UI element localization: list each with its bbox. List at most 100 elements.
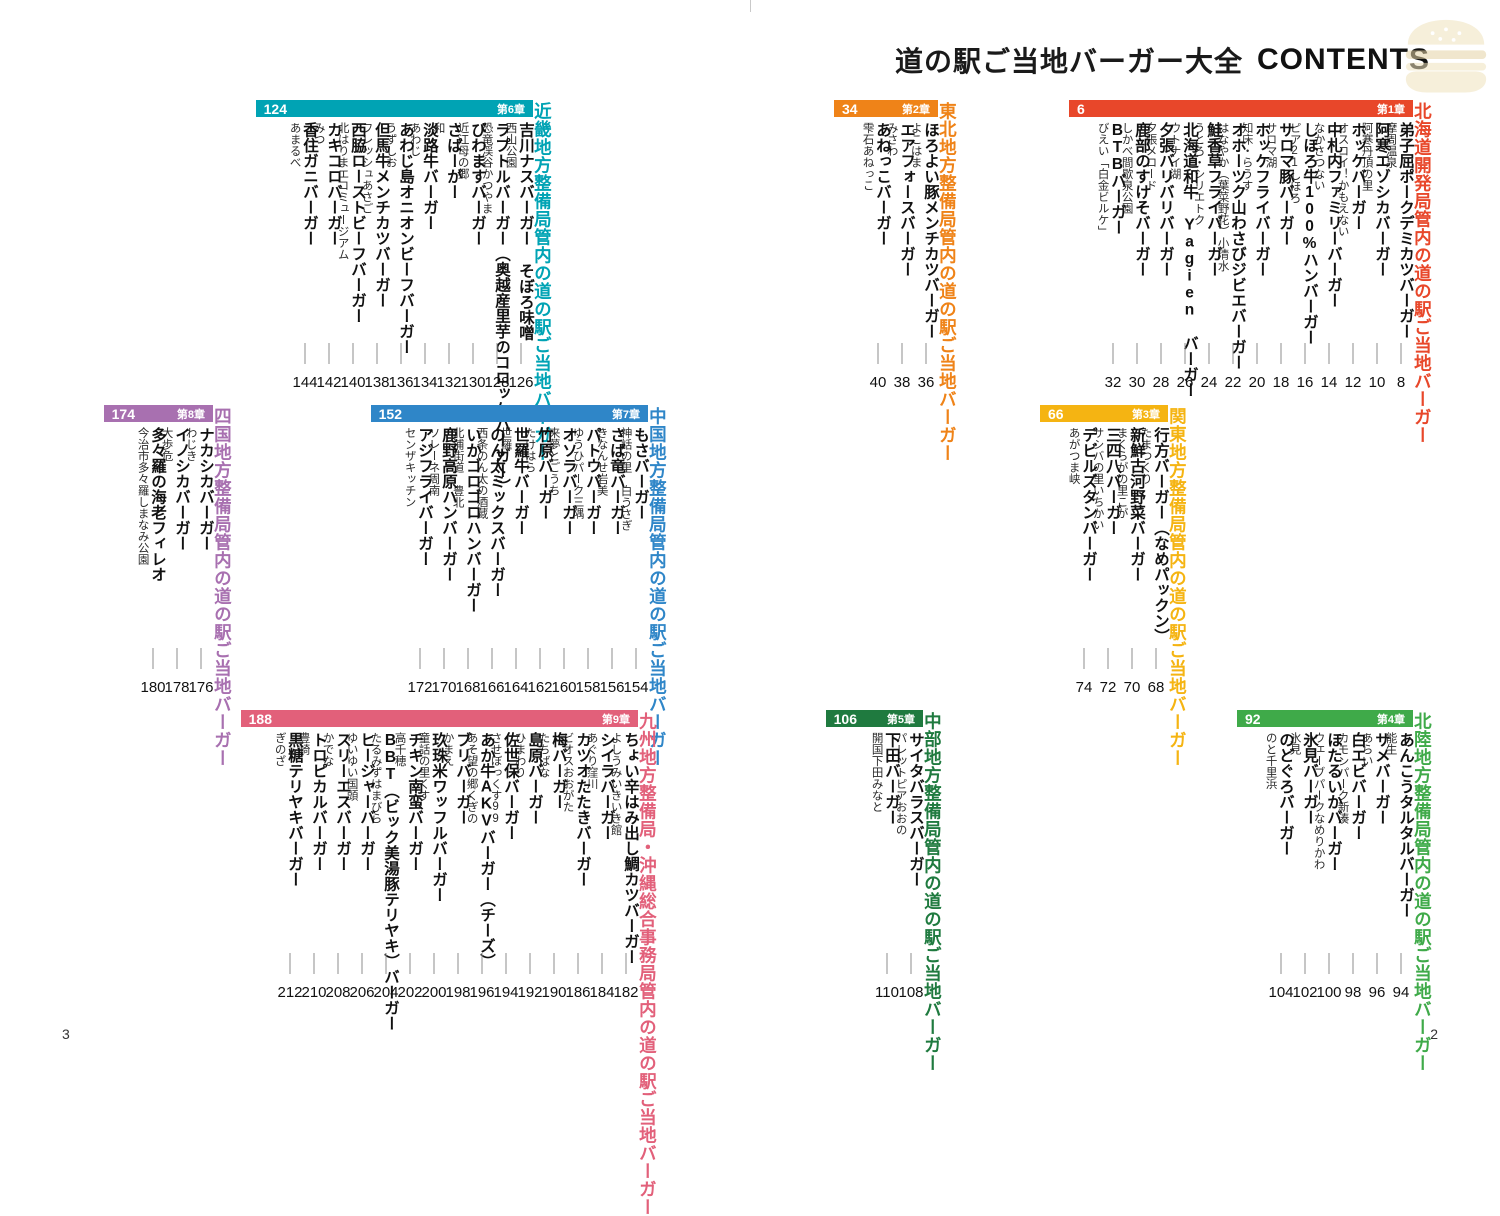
entry-station-name: 高千穂	[393, 732, 406, 767]
toc-entry[interactable]: しほろ牛100%ハンバーガー ピア21しほろ 16	[1289, 122, 1318, 390]
toc-entry[interactable]: 佐世保バーガー させぼっくす99 194	[490, 732, 519, 1000]
entry-station-name: オスコイ！かもえない	[1336, 122, 1349, 237]
toc-entry[interactable]: 梅バーガー たちばな 190	[538, 732, 567, 1000]
toc-entry[interactable]: あねっこバーガー 雫石あねっこ 40	[862, 122, 891, 391]
toc-entry[interactable]: 竹原バーガー たけはら 162	[524, 427, 553, 695]
toc-entry[interactable]: さばーがー和 132	[433, 122, 462, 390]
toc-entry[interactable]: 夕張バリバリバーガー 夕張メロード 28	[1145, 122, 1174, 390]
toc-entry[interactable]: BBT（ビック美湯豚テリヤキ）バーガー たるみずはまびら 204	[370, 732, 399, 1031]
toc-entry[interactable]: 西脇ローストビーフバーガー 北はりまエコミュージアム 140	[337, 122, 366, 390]
toc-entry[interactable]: 阿寒エゾシカバーガー 阿寒丹頂の里 10	[1361, 122, 1390, 390]
chapter-entries: あんこうタルタルバーガー 能生 94 サメバーガー あらい 96 白エビバーガー カモンパーク…	[1265, 710, 1414, 1000]
leader-line	[520, 343, 522, 364]
toc-entry[interactable]: 鮭香草フライバーガー うとろ・シリエトク 24	[1193, 122, 1222, 390]
toc-entry[interactable]: オホーツク山わさびジビエバーガー はなやか（葉菜野花）小清水 22	[1217, 122, 1246, 390]
toc-entry[interactable]: デビルズタンバーガー あがつま峡 74	[1068, 427, 1097, 695]
entry-station-name: うとろ・シリエトク	[1192, 122, 1205, 226]
toc-entry[interactable]: さば竜バーガー きなんせ岩美 156	[596, 427, 625, 695]
toc-entry[interactable]: カツオたたきバーガー ビオスおおがた 186	[562, 732, 591, 1000]
toc-entry[interactable]: スリーエスバーガー かでな 208	[322, 732, 351, 1000]
toc-entry[interactable]: 黒糖テリヤキバーガー ぎのざ 212	[274, 732, 303, 1001]
toc-entry[interactable]: 多々羅の海老フィレオ 今治市多々羅しまなみ公園 180	[137, 427, 166, 695]
toc-entry[interactable]: カキコロバーガー みつ 142	[313, 122, 342, 390]
toc-entry[interactable]: 白エビバーガー カモンパーク新湊 98	[1337, 732, 1366, 1000]
chapter-title: 関東地方整備局管内の道の駅ご当地バーガー	[1167, 407, 1188, 767]
toc-entry[interactable]: 玖珠米ワッフルバーガー 童話の里くす 200	[418, 732, 447, 1000]
toc-entry[interactable]: サイタバラスバーガー パレットピアおおの 108	[895, 732, 924, 1000]
toc-entry[interactable]: 下田バーガー 開国下田みなと 110	[871, 732, 900, 1000]
toc-entry[interactable]: ナカシカバーガー わじき 176	[185, 427, 214, 695]
entry-burger-name: 吉川ナスバーガー そぼろ味噌	[517, 122, 534, 341]
toc-entry[interactable]: あわじ島オニオンビーフバーガー うずしお 136	[385, 122, 414, 390]
toc-entry[interactable]: パトウバーガー ゆうひパーク三隅 158	[572, 427, 601, 695]
toc-entry[interactable]: ホッケフライバーガー 知床・らうす 20	[1241, 122, 1270, 390]
toc-entry[interactable]: 但馬牛メンチカツバーガー フレッシュあさご 138	[361, 122, 390, 390]
toc-entry[interactable]: オソラバーガー 来夢とごうち 160	[548, 427, 577, 695]
leader-line	[1136, 343, 1138, 364]
toc-entry[interactable]: アジフライバーガー センザキッチン 172	[404, 427, 433, 695]
toc-entry[interactable]: 吉川ナスバーガー そぼろ味噌 西山公園 126	[505, 122, 534, 390]
entry-burger-name: 白エビバーガー	[1349, 732, 1366, 841]
toc-entry[interactable]: 世羅牛バーガー 世羅 164	[500, 427, 529, 695]
toc-entry[interactable]: ほろよい豚メンチカツバーガー よこはま 36	[910, 122, 939, 390]
toc-entry[interactable]: トロピカルバーガー 豊崎 210	[298, 732, 327, 1000]
toc-entry[interactable]: エアフォースバーガー みさわ 38	[886, 122, 915, 390]
entry-page-number: 212	[277, 984, 303, 1001]
toc-entry[interactable]: 弟子屈ポークデミカツバーガー 摩周温泉 8	[1385, 122, 1414, 391]
leader-line	[1280, 343, 1282, 364]
toc-entry[interactable]: 行方バーガー（なめパックン） たまつくり 68	[1140, 427, 1169, 695]
entry-burger-name: ホッケフライバーガー	[1253, 122, 1270, 277]
toc-entry[interactable]: あか牛AKVバーガー（チーズ） あそ望の郷くぎの 196	[466, 732, 495, 1000]
toc-entry[interactable]: 北海道和牛 Yagien バーガー ウトナイ湖 26	[1169, 122, 1198, 398]
entry-station-name: かでな	[321, 732, 334, 767]
entry-burger-name: シイラバーガー	[598, 732, 615, 841]
entry-page-number: 8	[1396, 374, 1406, 391]
chapter-start-page-badge: 106	[825, 710, 865, 727]
toc-entry[interactable]: 香住ガニバーガー あまるべ 144	[289, 122, 318, 390]
entry-station-name: 北浦街道 豊北	[451, 427, 464, 508]
toc-entry[interactable]: 鹿部のすけそバーガー しかべ間歇泉公園 30	[1121, 122, 1150, 390]
leader-line	[352, 343, 354, 364]
toc-entry[interactable]: ヒージャーバーガー ゆいゆい国頭 206	[346, 732, 375, 1000]
entry-station-name: よしうみいきいき館	[609, 732, 622, 836]
entry-page-number: 40	[869, 374, 887, 391]
toc-entry[interactable]: 島原バーガー ひまわり 192	[514, 732, 543, 1000]
toc-entry[interactable]: ほたるいかバーガー ウェーブパークなめりかわ 100	[1313, 732, 1342, 1000]
entry-burger-name: ほろよい豚メンチカツバーガー	[922, 122, 939, 339]
chapter-bar: 第8章	[141, 405, 213, 422]
toc-entry[interactable]: サロマ豚バーガー サロマ湖 18	[1265, 122, 1294, 390]
toc-entry[interactable]: イノシカバーガー 大歩危 178	[161, 427, 190, 695]
chapter-start-page: 92	[1245, 710, 1261, 727]
toc-entry[interactable]: のん太ミックスバーガー 西条のん太の酒蔵 166	[476, 427, 505, 695]
toc-entry[interactable]: のどぐろバーガー のと千里浜 104	[1265, 732, 1294, 1000]
toc-entry[interactable]: 淡路牛バーガー あわじ 134	[409, 122, 438, 390]
toc-entry[interactable]: 中札内ファミリーバーガー なかさつない 14	[1313, 122, 1342, 390]
chapter-start-page: 34	[842, 100, 858, 117]
chapter-number: 第4章	[1376, 713, 1405, 726]
toc-entry[interactable]: チキン南蛮バーガー 高千穂 202	[394, 732, 423, 1000]
entry-burger-name: 竹原バーガー	[536, 427, 553, 520]
leader-line	[553, 953, 555, 974]
toc-entry[interactable]: サメバーガー あらい 96	[1361, 732, 1390, 1000]
toc-entry[interactable]: いかゴロゴロハンバーガー 北浦街道 豊北 168	[452, 427, 481, 695]
toc-entry[interactable]: ホッケバーガー オスコイ！かもえない 12	[1337, 122, 1366, 390]
toc-entry[interactable]: 新鮮古河野菜バーガー まくらがの里こが 70	[1116, 427, 1145, 695]
entry-burger-name: 三四八バーガー	[1104, 427, 1121, 536]
toc-entry[interactable]: あんこうタルタルバーガー 能生 94	[1385, 732, 1414, 1000]
toc-entry[interactable]: 鹿野高原ハンバーガー ソレーネ周南 170	[428, 427, 457, 695]
toc-entry[interactable]: ブリバーガー かまえ 198	[442, 732, 471, 1000]
toc-entry[interactable]: ラプトルバーガー（奥越産里芋のコロッケバーガー） 恐竜渓谷かつやま 128	[481, 122, 510, 494]
entry-station-name: あまるべ	[288, 122, 301, 168]
toc-entry[interactable]: ちょい辛はみ出し鯛カツバーガー よしうみいきいき館 182	[610, 732, 639, 1000]
toc-entry[interactable]: 氷見バーガー 氷見 102	[1289, 732, 1318, 1000]
toc-entry[interactable]: 三四八バーガー サシバの里いちかい 72	[1092, 427, 1121, 695]
toc-entry[interactable]: シイラバーガー あぐり窪川 184	[586, 732, 615, 1000]
toc-entry[interactable]: もさバーガー 神話の里 白うさぎ 154	[620, 427, 649, 695]
leader-line	[1107, 648, 1109, 669]
entry-station-name: たちばな	[537, 732, 550, 778]
chapter-entries: ほろよい豚メンチカツバーガー よこはま 36 エアフォースバーガー みさわ 38 あねっこバ…	[862, 100, 939, 391]
chapter-entries: ちょい辛はみ出し鯛カツバーガー よしうみいきいき館 182 シイラバーガー あぐり窪川 1…	[274, 710, 639, 1031]
chapter-block: 四国地方整備局管内の道の駅ご当地バーガー ナカシカバーガー わじき 176 イノシカバー…	[137, 405, 245, 767]
toc-entry[interactable]: びわますバーガー 近江母の郷 130	[457, 122, 486, 390]
toc-entry[interactable]: BTBバーガー びえい「白金ビルケ」 32	[1097, 122, 1126, 390]
